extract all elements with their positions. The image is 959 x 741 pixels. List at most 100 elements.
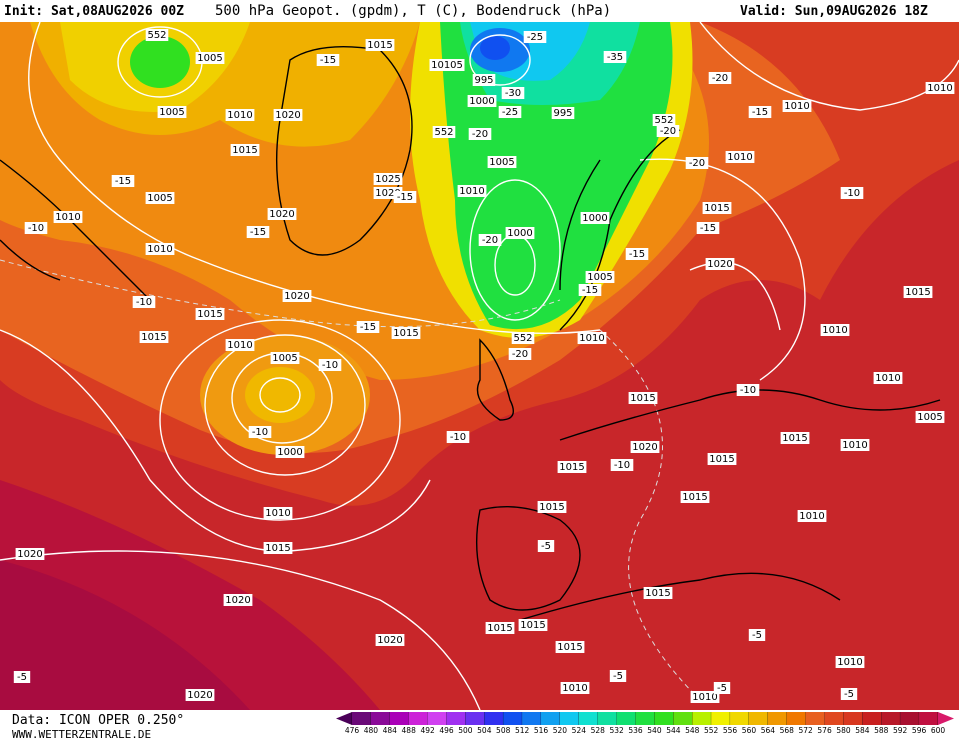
isotherm-label: -15 xyxy=(629,249,645,260)
colorbar-box xyxy=(843,712,863,725)
isobar-label: 1010 xyxy=(727,152,752,163)
colorbar-box xyxy=(408,712,428,725)
isobar-label: 1015 xyxy=(232,145,257,156)
colorbar-label: 560 xyxy=(742,726,757,735)
colorbar-label: 572 xyxy=(799,726,814,735)
isobar-label: 1000 xyxy=(469,96,494,107)
isobar-label: 1010 xyxy=(562,683,587,694)
isobar-label: 1005 xyxy=(489,157,514,168)
colorbar-box xyxy=(597,712,617,725)
colorbar-label: 584 xyxy=(855,726,870,735)
colorbar-box xyxy=(824,712,844,725)
colorbar-box xyxy=(446,712,466,725)
colorbar-box xyxy=(748,712,768,725)
isotherm-label: -10 xyxy=(450,432,466,443)
isobar-label: 1010 xyxy=(265,508,290,519)
isotherm xyxy=(0,259,561,328)
isotherm-label: -5 xyxy=(844,689,854,700)
isobar-label: 1010 xyxy=(875,373,900,384)
isobar-label: 1010 xyxy=(927,83,952,94)
isotherm-label: -10 xyxy=(614,460,630,471)
colorbar-box xyxy=(711,712,731,725)
colorbar-label: 512 xyxy=(515,726,530,735)
map-labels: 1015 1005 1005 1010 1020 1015 1005 1010 1010 1020… xyxy=(13,29,955,703)
valid-time: Valid: Sun,09AUG2026 18Z xyxy=(740,4,928,19)
colorbar-label: 592 xyxy=(893,726,908,735)
coastline xyxy=(559,129,681,331)
isotherm-label: -10 xyxy=(136,297,152,308)
colorbar-box xyxy=(465,712,485,725)
colorbar-box xyxy=(635,712,655,725)
colorbar-box xyxy=(786,712,806,725)
isotherm xyxy=(599,329,701,701)
isobar xyxy=(259,377,301,413)
isobar-label: 1015 xyxy=(539,502,564,513)
isobar-label: 1020 xyxy=(225,595,250,606)
isobar-label: 1015 xyxy=(367,40,392,51)
colorbar-label: 476 xyxy=(345,726,360,735)
isotherm-label: -15 xyxy=(700,223,716,234)
colorbar-label: 600 xyxy=(931,726,946,735)
colorbar-label: 496 xyxy=(439,726,454,735)
colorbar-label: 528 xyxy=(591,726,606,735)
colorbar-box xyxy=(427,712,447,725)
colorbar-box xyxy=(578,712,598,725)
isobar-label: 1010 xyxy=(227,340,252,351)
colorbar-label: 484 xyxy=(383,726,398,735)
isobar-label: 1020 xyxy=(284,291,309,302)
colorbar-box xyxy=(541,712,560,725)
isobar-label: 1015 xyxy=(630,393,655,404)
isobar-label: 1010 xyxy=(147,244,172,255)
isotherm-label: -5 xyxy=(17,672,27,683)
colorbar-box xyxy=(900,712,920,725)
coastline xyxy=(476,338,514,421)
isobar-label: 1005 xyxy=(197,53,222,64)
isobar-label: 995 xyxy=(474,75,493,86)
isobar-label: 1005 xyxy=(147,193,172,204)
colorbar-box xyxy=(389,712,409,725)
isobar-label: 1020 xyxy=(187,690,212,701)
isotherm-label: -15 xyxy=(752,107,768,118)
colorbar-box xyxy=(692,712,712,725)
isobar-label: 1025 xyxy=(375,174,400,185)
height-label: 552 xyxy=(513,333,532,344)
colorbar-box xyxy=(352,712,371,725)
isotherm-label: -10 xyxy=(740,385,756,396)
map-field: 1015 1005 1005 1010 1020 1015 1005 1010 1010 1020… xyxy=(0,22,959,710)
colorbar-label: 492 xyxy=(420,726,435,735)
isotherm-label: -5 xyxy=(752,630,762,641)
isobar-label: 1015 xyxy=(487,623,512,634)
isotherm-label: -20 xyxy=(712,73,728,84)
isotherm-label: -5 xyxy=(541,541,551,552)
colorbar: 476 480 484 488 492 496 500 504 508 512 516 520 524 5… xyxy=(336,712,954,735)
height-label: 552 xyxy=(147,30,166,41)
isobar-label: 1020 xyxy=(269,209,294,220)
isobar-label: 1015 xyxy=(393,328,418,339)
isobar-label: 1020 xyxy=(377,635,402,646)
colorbar-box xyxy=(522,712,542,725)
isotherm-label: -25 xyxy=(502,107,518,118)
isobar-label: 1010 xyxy=(784,101,809,112)
colorbar-label: 500 xyxy=(458,726,473,735)
isotherm-label: -20 xyxy=(660,126,676,137)
isotherm-label: -5 xyxy=(717,683,727,694)
height-label: 552 xyxy=(654,115,673,126)
isobar-label: 1010 xyxy=(55,212,80,223)
isotherm-label: -15 xyxy=(582,285,598,296)
isobar xyxy=(0,550,481,710)
colorbar-label: 552 xyxy=(704,726,719,735)
isobar-label: 1000 xyxy=(582,213,607,224)
isobar-label: 1015 xyxy=(141,332,166,343)
coastline xyxy=(519,572,841,621)
colorbar-box xyxy=(881,712,901,725)
isobar xyxy=(159,319,401,521)
isobar-label: 1015 xyxy=(559,462,584,473)
colorbar-label: 548 xyxy=(685,726,700,735)
isotherm-label: -10 xyxy=(28,223,44,234)
isotherm-label: -30 xyxy=(505,88,521,99)
isotherm-label: -5 xyxy=(613,671,623,682)
colorbar-label: 516 xyxy=(534,726,549,735)
isotherm-label: -10 xyxy=(322,360,338,371)
isobar-label: 1015 xyxy=(782,433,807,444)
